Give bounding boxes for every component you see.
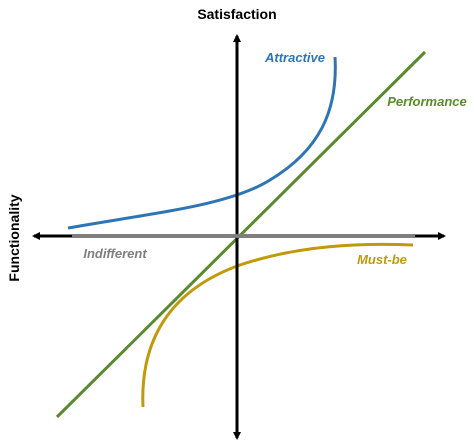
must-be-label: Must-be <box>357 252 407 267</box>
attractive-curve <box>67 56 337 230</box>
horizontal-axis-label: Functionality <box>6 194 22 281</box>
vertical-axis-label: Satisfaction <box>197 6 276 22</box>
must-be-curve <box>141 242 414 408</box>
attractive-label: Attractive <box>264 50 325 65</box>
performance-label: Performance <box>387 94 466 109</box>
indifferent-label: Indifferent <box>83 246 147 261</box>
